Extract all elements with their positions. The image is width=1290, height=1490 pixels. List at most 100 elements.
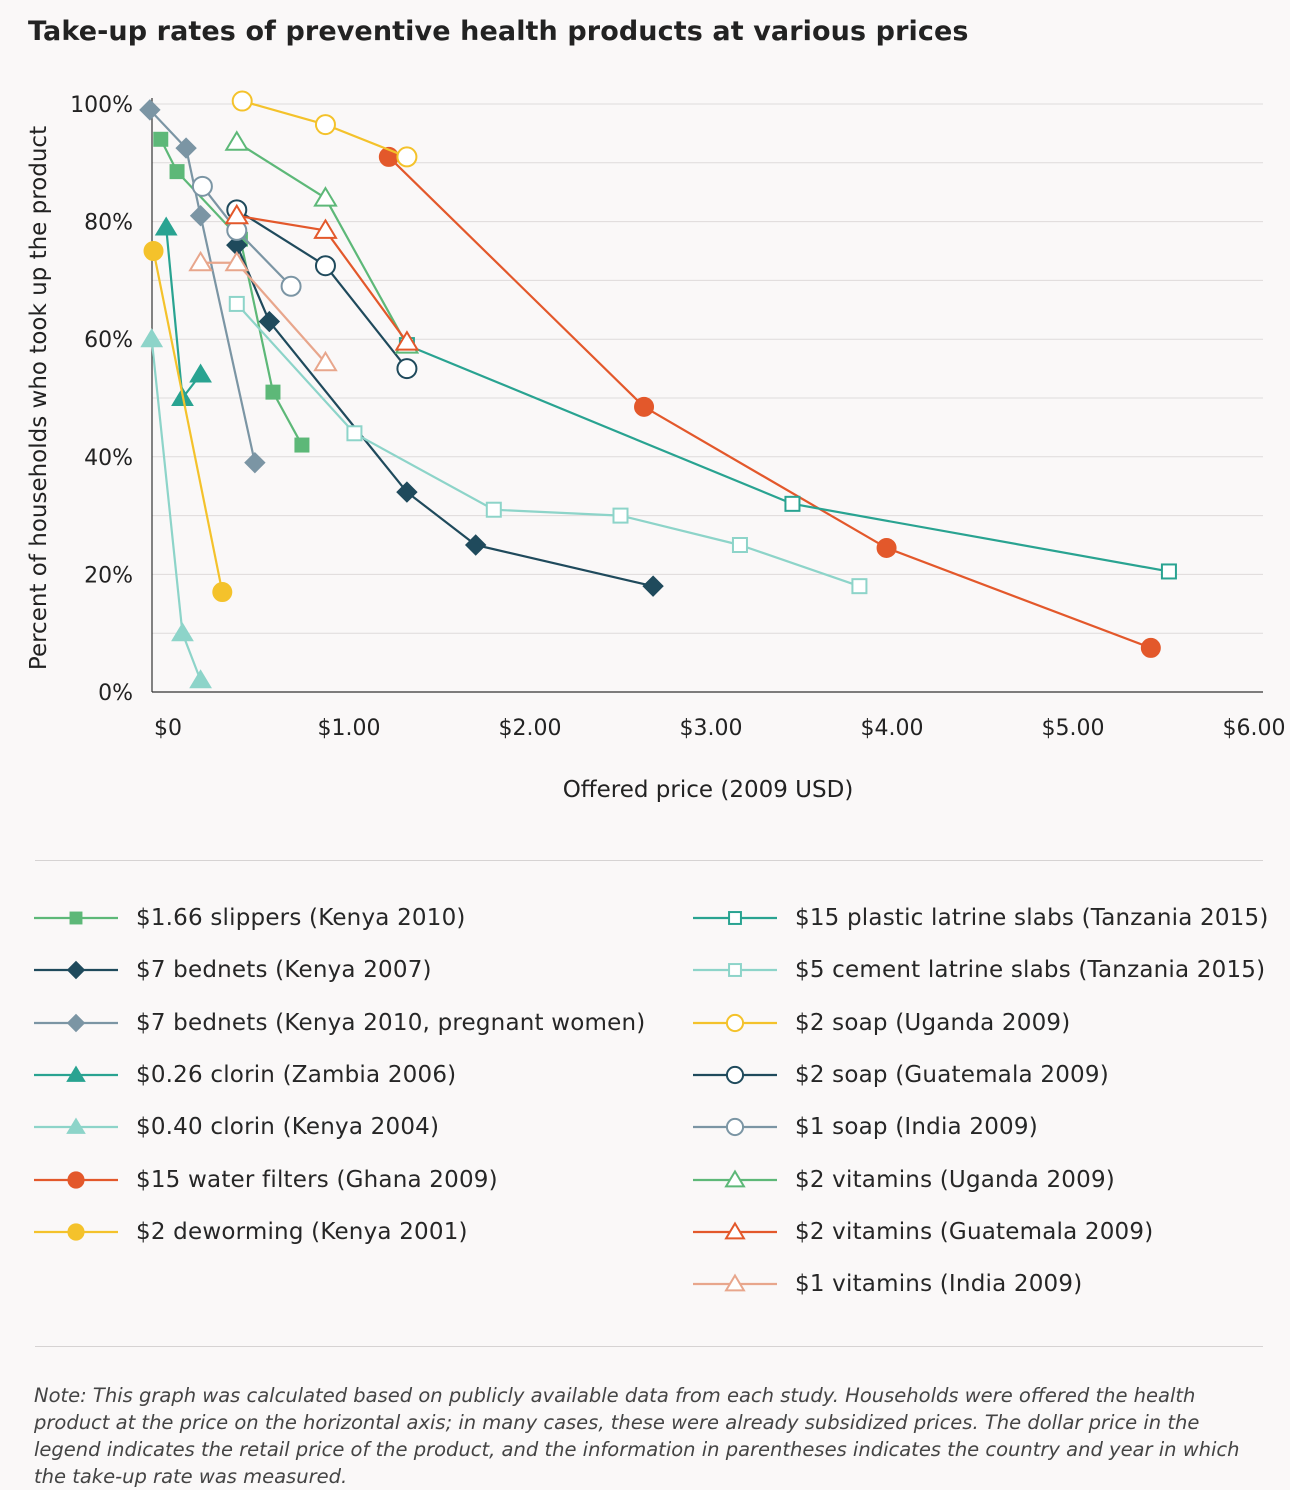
- data-point: [634, 396, 655, 417]
- legend-swatch: [34, 961, 118, 980]
- chart-note: Note: This graph was calculated based on…: [34, 1384, 1240, 1488]
- legend-swatch: [34, 1013, 118, 1032]
- chart-plot: 0% 20% 40% 60% 80% 100% $0 $1.00 $2.00 $3.00 $4.00…: [26, 90, 1286, 803]
- chart-title: Take-up rates of preventive health produ…: [28, 16, 969, 47]
- y-tick-label: 60%: [84, 328, 133, 353]
- data-point: [139, 99, 161, 121]
- legend-label: $7 bednets (Kenya 2010, pregnant women): [136, 1009, 646, 1036]
- x-tick-label: $5.00: [1042, 716, 1105, 741]
- legend-label: $2 soap (Guatemala 2009): [795, 1061, 1109, 1088]
- series-15-water-filters-ghana-2009: [378, 146, 1161, 658]
- legend-swatch: [693, 963, 777, 978]
- legend-swatch: [34, 1223, 118, 1241]
- data-point: [612, 507, 629, 524]
- legend-swatch: [34, 1170, 118, 1189]
- data-point: [191, 175, 213, 197]
- legend-item: $0.40 clorin (Kenya 2004): [34, 1107, 439, 1147]
- y-tick-label: 40%: [84, 446, 133, 471]
- legend-swatch: [693, 1118, 777, 1137]
- y-tick-label: 0%: [98, 681, 133, 706]
- data-point: [224, 250, 250, 272]
- series-line: [152, 250, 224, 593]
- data-point: [212, 582, 233, 603]
- data-point: [175, 137, 197, 159]
- legend-item: $15 plastic latrine slabs (Tanzania 2015…: [693, 898, 1269, 938]
- x-tick-label: $0: [154, 716, 182, 741]
- legend-swatch: [693, 1273, 777, 1292]
- series-line: [388, 156, 1152, 649]
- data-point: [396, 146, 418, 168]
- legend-item: $2 soap (Uganda 2009): [693, 1003, 1070, 1043]
- data-point: [314, 114, 336, 136]
- x-axis-title: Offered price (2009 USD): [563, 777, 854, 803]
- data-point: [188, 250, 213, 272]
- legend-item: $0.26 clorin (Zambia 2006): [34, 1055, 456, 1095]
- data-point: [189, 669, 212, 689]
- series-0-40-clorin-kenya-2004: [140, 328, 212, 689]
- legend-label: $0.40 clorin (Kenya 2004): [136, 1114, 440, 1141]
- data-point: [851, 578, 868, 595]
- series-5-cement-latrine-slabs-tanzania-2015: [228, 295, 868, 595]
- x-tick-label: $2.00: [499, 716, 562, 741]
- legend-swatch: [693, 1065, 777, 1084]
- series-2-soap-uganda-2009: [231, 90, 418, 168]
- x-tick-label: $6.00: [1223, 716, 1286, 741]
- series-line: [235, 303, 860, 588]
- data-point: [154, 216, 178, 236]
- legend-label: $15 water filters (Ghana 2009): [136, 1166, 498, 1193]
- data-point: [313, 350, 338, 372]
- legend-item: $2 deworming (Kenya 2001): [34, 1212, 468, 1252]
- legend-label: $5 cement latrine slabs (Tanzania 2015): [795, 957, 1266, 984]
- data-point: [171, 622, 194, 642]
- series-line: [150, 339, 202, 681]
- y-tick-label: 100%: [70, 93, 133, 118]
- legend-label: $2 soap (Uganda 2009): [795, 1009, 1071, 1036]
- data-point: [169, 164, 185, 180]
- legend-swatch: [34, 911, 118, 925]
- y-tick-label: 20%: [84, 563, 133, 588]
- data-point: [294, 437, 310, 453]
- data-point: [396, 358, 418, 380]
- legend-label: $7 bednets (Kenya 2007): [136, 957, 432, 984]
- legend-label: $1 soap (India 2009): [795, 1114, 1038, 1141]
- chart-legend: $1.66 slippers (Kenya 2010) $7 bednets (K…: [0, 892, 1290, 1312]
- legend-item: $2 vitamins (Uganda 2009): [693, 1160, 1115, 1200]
- data-point: [153, 131, 169, 147]
- series-2-deworming-kenya-2001: [143, 241, 233, 603]
- data-point: [464, 534, 487, 556]
- x-tick-label: $3.00: [680, 716, 743, 741]
- data-point: [1160, 563, 1177, 580]
- legend-swatch: [693, 911, 777, 925]
- data-point: [231, 90, 253, 112]
- series-2-vitamins-guatemala-2009: [224, 203, 420, 351]
- legend-item: $1 soap (India 2009): [693, 1107, 1038, 1147]
- data-point: [394, 330, 420, 351]
- data-point: [1140, 637, 1161, 658]
- data-point: [784, 495, 801, 512]
- data-point: [485, 501, 502, 518]
- legend-swatch: [693, 1169, 777, 1187]
- data-point: [313, 186, 338, 207]
- y-tick-label: 80%: [84, 211, 133, 236]
- x-tick-label: $1.00: [318, 716, 381, 741]
- data-point: [228, 295, 245, 312]
- note-divider: [35, 1346, 1263, 1347]
- data-point: [189, 363, 212, 383]
- data-point: [140, 328, 164, 348]
- data-point: [731, 537, 748, 553]
- legend-swatch: [34, 1065, 118, 1082]
- data-point: [876, 537, 897, 558]
- legend-label: $2 vitamins (Uganda 2009): [795, 1166, 1115, 1193]
- y-axis-title: Percent of households who took up the pr…: [26, 126, 52, 670]
- series-7-bednets-kenya-2010-pregnant-women: [139, 99, 266, 474]
- data-point: [244, 451, 266, 474]
- legend-item: $1.66 slippers (Kenya 2010): [34, 898, 466, 938]
- legend-label: $1.66 slippers (Kenya 2010): [136, 905, 466, 931]
- data-point: [143, 241, 164, 261]
- legend-swatch: [34, 1117, 118, 1135]
- series-line: [235, 244, 654, 588]
- data-point: [280, 275, 302, 297]
- legend-label: $2 vitamins (Guatemala 2009): [795, 1218, 1154, 1245]
- data-point: [313, 218, 338, 239]
- data-point: [396, 481, 418, 503]
